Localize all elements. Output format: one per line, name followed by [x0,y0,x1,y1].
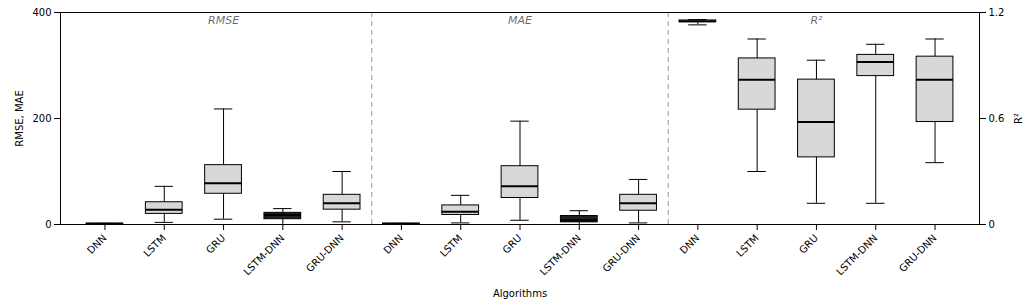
svg-text:R²: R² [1013,113,1024,124]
svg-text:RMSE: RMSE [208,14,239,27]
svg-text:200: 200 [32,113,51,124]
svg-text:MAE: MAE [508,14,532,27]
svg-text:GRU: GRU [500,232,523,255]
svg-text:0: 0 [45,219,51,230]
svg-text:GRU: GRU [797,232,820,255]
svg-text:GRU-DNN: GRU-DNN [600,232,642,274]
svg-text:GRU: GRU [204,232,227,255]
svg-text:GRU-DNN: GRU-DNN [897,232,939,274]
svg-text:RMSE, MAE: RMSE, MAE [14,90,25,146]
svg-text:0: 0 [989,219,995,230]
svg-text:DNN: DNN [678,232,702,256]
svg-text:R²: R² [810,14,823,27]
svg-text:LSTM: LSTM [141,232,168,259]
svg-text:LSTM: LSTM [734,232,761,259]
svg-text:LSTM-DNN: LSTM-DNN [834,232,879,277]
svg-text:0.6: 0.6 [989,113,1005,124]
svg-text:400: 400 [32,7,51,18]
svg-text:DNN: DNN [85,232,109,256]
svg-text:LSTM-DNN: LSTM-DNN [241,232,286,277]
svg-text:LSTM: LSTM [438,232,465,259]
svg-text:LSTM-DNN: LSTM-DNN [538,232,583,277]
svg-text:Algorithms: Algorithms [493,288,547,299]
svg-text:DNN: DNN [381,232,405,256]
svg-text:1.2: 1.2 [989,7,1005,18]
svg-text:GRU-DNN: GRU-DNN [304,232,346,274]
